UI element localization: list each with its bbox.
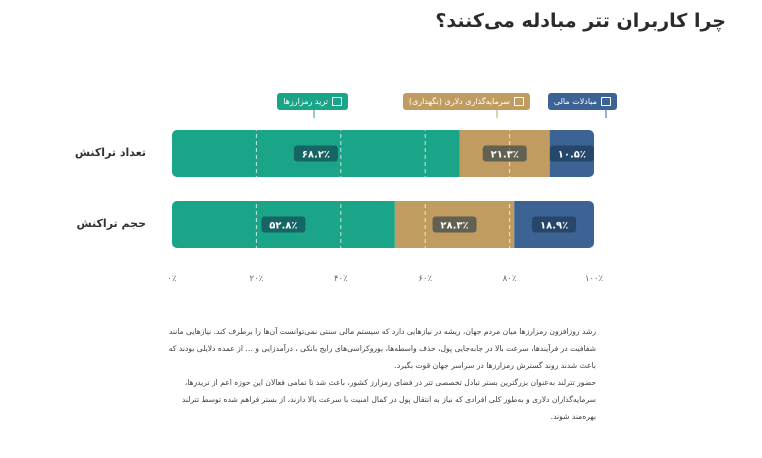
x-tick-label: ۱۰۰٪ (585, 274, 604, 284)
data-label: ۱۰.۵٪ (558, 150, 586, 161)
stacked-bar-chart: ۶۸.۲٪ ۲۱.۳٪ ۱۰.۵٪ ۵۲.۸٪ ۲۸.۳٪ ۱۸.۹٪ ۰٪ ۲۰٪ ۴۰٪ ۶۰… (167, 110, 607, 284)
wallet-icon (514, 97, 524, 106)
x-tick-label: ۲۰٪ (250, 274, 264, 284)
exchange-icon (601, 97, 611, 106)
legend-label: ترید رمزارزها (283, 97, 328, 106)
legend-label: مبادلات مالی (553, 97, 597, 106)
category-label: تعداد تراکنش (74, 145, 146, 159)
data-label-bg (293, 145, 338, 162)
data-label-bg (261, 216, 306, 233)
legend-item: ترید رمزارزها (277, 93, 348, 110)
x-tick-label: ۰٪ (167, 274, 177, 284)
chart-icon (332, 97, 342, 106)
paragraph-1: رشد روزافزون رمزارزها میان مردم جهان، ری… (168, 327, 596, 370)
data-label: ۵۲.۸٪ (269, 221, 297, 232)
bar-group (172, 201, 594, 248)
data-label: ۲۸.۳٪ (440, 221, 468, 232)
legend-label: سرمایه‌گذاری دلاری (نگهداری) (408, 97, 510, 106)
data-label: ۲۱.۳٪ (491, 150, 519, 161)
legend-item: سرمایه‌گذاری دلاری (نگهداری) (402, 93, 530, 110)
page-title: چرا کاربران تتر مبادله می‌کنند؟ (435, 10, 726, 32)
data-label: ۱۸.۹٪ (540, 221, 568, 232)
data-label-bg (432, 216, 477, 233)
bar-group (172, 130, 594, 177)
data-label-bg (549, 145, 594, 162)
data-label-bg (482, 145, 527, 162)
data-label: ۶۸.۲٪ (302, 150, 330, 161)
x-tick-label: ۸۰٪ (503, 274, 517, 284)
legend-item: مبادلات مالی (547, 93, 617, 110)
data-label-bg (532, 216, 577, 233)
x-tick-label: ۶۰٪ (418, 274, 432, 284)
x-tick-label: ۴۰٪ (334, 274, 348, 284)
description-text: رشد روزافزون رمزارزها میان مردم جهان، ری… (156, 323, 596, 425)
paragraph-2: حضور تترلند به‌عنوان بزرگترین بستر تبادل… (181, 378, 596, 421)
category-label: حجم تراکنش (76, 216, 147, 230)
